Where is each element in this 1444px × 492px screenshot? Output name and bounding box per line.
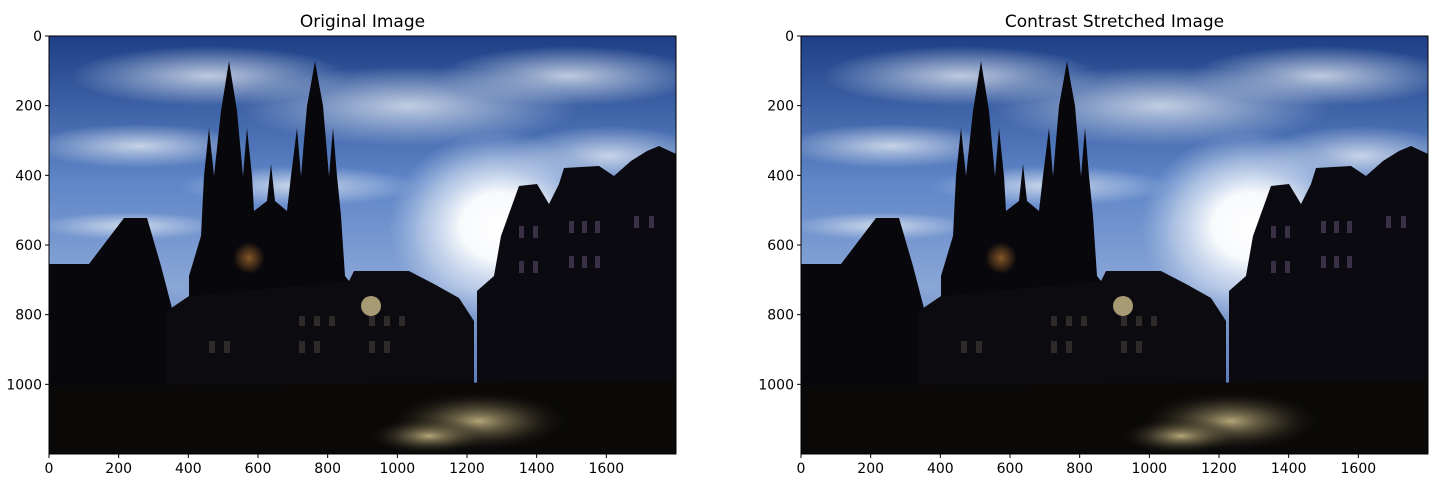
right-x-tick-label: 1600 [1341,461,1377,477]
right-x-tick-label: 1200 [1201,461,1237,477]
right-x-tick-label: 200 [857,461,884,477]
right-panel-title: Contrast Stretched Image [1005,12,1224,32]
left-image [49,36,676,454]
left-panel: Original Image 0 200 400 600 800 1000 1200 1400… [6,12,677,477]
right-panel: Contrast Stretched Image 0 200 400 600 800 10… [758,12,1429,477]
right-x-tick-label: 400 [927,461,954,477]
right-x-tick-label: 1400 [1271,461,1307,477]
left-x-tick-label: 800 [314,461,341,477]
left-x-tick-label: 400 [175,461,202,477]
right-y-tick-label: 600 [767,238,794,254]
right-y-tick-label: 0 [785,29,794,45]
right-y-tick-label: 200 [767,99,794,115]
left-y-tick-label: 800 [15,308,42,324]
right-axis-ticks: 0 200 400 600 800 1000 1200 1400 1600 0 200 400 600 8… [758,29,1376,477]
right-y-tick-label: 800 [767,308,794,324]
right-x-tick-label: 600 [997,461,1024,477]
left-y-tick-label: 1000 [6,377,42,393]
left-x-tick-label: 1000 [380,461,416,477]
right-x-tick-label: 0 [797,461,806,477]
right-image [801,36,1428,454]
left-y-tick-label: 400 [15,168,42,184]
left-x-tick-label: 600 [245,461,272,477]
right-y-tick-label: 400 [767,168,794,184]
right-y-tick-label: 1000 [758,377,794,393]
left-y-tick-label: 600 [15,238,42,254]
left-y-tick-label: 0 [33,29,42,45]
left-axis-ticks: 0 200 400 600 800 1000 1200 1400 1600 0 200 400 600 8… [6,29,624,477]
left-x-tick-label: 0 [45,461,54,477]
left-panel-title: Original Image [300,12,425,32]
left-x-tick-label: 1600 [589,461,625,477]
left-y-tick-label: 200 [15,99,42,115]
right-x-tick-label: 800 [1066,461,1093,477]
left-x-tick-label: 1200 [449,461,485,477]
left-x-tick-label: 200 [105,461,132,477]
left-x-tick-label: 1400 [519,461,555,477]
right-x-tick-label: 1000 [1132,461,1168,477]
